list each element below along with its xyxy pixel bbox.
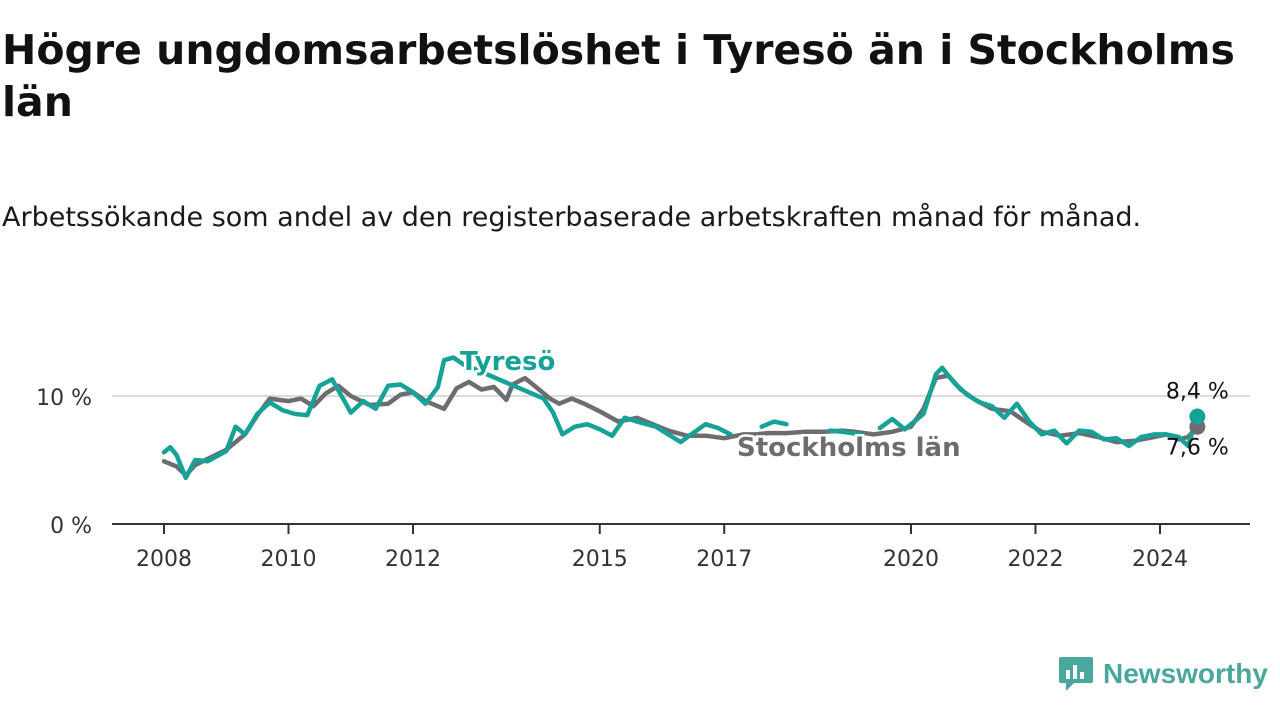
end-label-stockholm: 7,6 % [1166,436,1229,461]
chart-subtitle: Arbetssökande som andel av den registerb… [2,202,1142,233]
newsworthy-logo[interactable]: Newsworthy [1058,655,1268,693]
end-label-tyreso: 8,4 % [1166,379,1229,404]
newsworthy-logo-text: Newsworthy [1103,658,1268,689]
x-tick-label: 2012 [385,547,441,572]
x-tick-label: 2020 [883,547,939,572]
x-tick-label: 2024 [1132,547,1188,572]
x-tick-label: 2008 [136,547,192,572]
newsworthy-logo-icon [1059,657,1093,691]
series-label-tyreso: Tyresö [460,347,555,377]
series-label-stockholm: Stockholms län [737,433,961,463]
x-tick-label: 2022 [1008,547,1064,572]
series-line-stockholm [161,373,1200,478]
x-tick-label: 2015 [572,547,628,572]
chart-title: Högre ungdomsarbetslöshet i Tyresö än i … [2,26,1235,126]
line-chart: 0 % 10 % 2008 2010 2012 2015 2017 2020 2022 2024 8… [36,345,1250,572]
x-tick-label: 2010 [261,547,317,572]
end-dot-tyreso [1189,408,1206,425]
x-tick-label: 2017 [696,547,752,572]
series-line-tyreso [161,355,1200,481]
y-tick-label: 10 % [36,386,92,411]
y-tick-label: 0 % [50,514,92,539]
